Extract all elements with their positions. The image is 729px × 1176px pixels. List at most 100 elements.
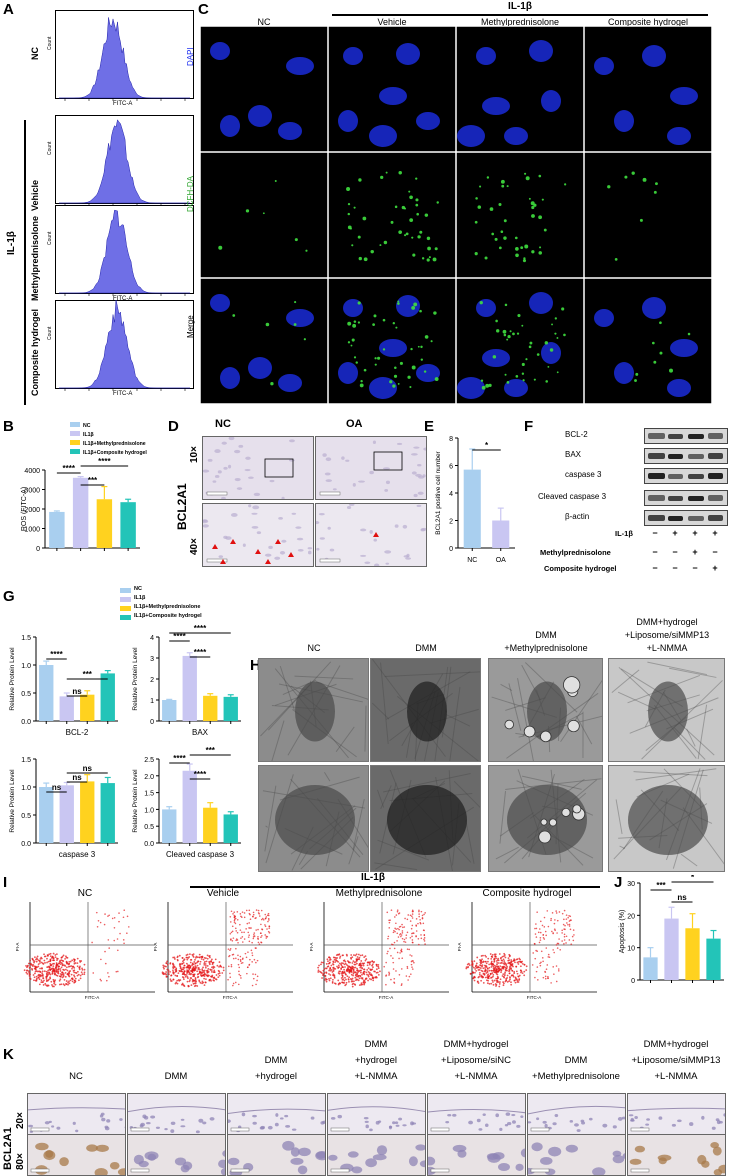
row-label-dcfh-da: DCFH-DA bbox=[186, 176, 195, 212]
event bbox=[240, 959, 242, 961]
event bbox=[515, 979, 517, 981]
chondrocyte bbox=[377, 1145, 387, 1155]
ihc-tile bbox=[427, 1093, 526, 1135]
ros-signal bbox=[352, 324, 356, 328]
event bbox=[81, 968, 83, 970]
event bbox=[56, 959, 58, 961]
event bbox=[410, 920, 412, 922]
event bbox=[100, 922, 102, 924]
event bbox=[525, 969, 527, 971]
ihc-texture bbox=[128, 1135, 226, 1175]
event bbox=[393, 981, 395, 983]
nucleus bbox=[369, 125, 397, 147]
event bbox=[491, 980, 493, 982]
micrograph-tile bbox=[456, 26, 584, 152]
fiber bbox=[687, 729, 696, 747]
event bbox=[487, 961, 489, 963]
y-tick-label: 3 bbox=[150, 656, 154, 663]
event bbox=[542, 925, 544, 927]
event bbox=[66, 957, 68, 959]
event bbox=[509, 977, 511, 979]
ros-signal bbox=[498, 203, 501, 206]
event bbox=[413, 932, 415, 934]
event bbox=[192, 981, 194, 983]
event bbox=[317, 971, 319, 973]
ros-signal bbox=[275, 180, 277, 182]
event bbox=[482, 964, 484, 966]
event bbox=[36, 957, 38, 959]
ros-signal bbox=[556, 337, 558, 339]
event bbox=[559, 911, 561, 913]
event bbox=[361, 968, 363, 970]
chondrocyte bbox=[512, 1120, 516, 1123]
event bbox=[237, 939, 239, 941]
event bbox=[329, 980, 331, 982]
event bbox=[408, 949, 410, 951]
tem-column-label: DMM bbox=[370, 642, 482, 655]
event bbox=[179, 965, 181, 967]
vacuole bbox=[540, 731, 551, 742]
ros-signal bbox=[557, 371, 559, 373]
event bbox=[361, 974, 363, 976]
chondrocyte bbox=[468, 1121, 473, 1125]
ros-signal bbox=[398, 230, 402, 234]
scale-bar bbox=[231, 1169, 249, 1172]
event bbox=[199, 954, 201, 956]
event bbox=[264, 914, 266, 916]
event bbox=[396, 933, 398, 935]
event bbox=[98, 920, 100, 922]
cell bbox=[325, 472, 331, 475]
event bbox=[265, 937, 267, 939]
nucleus bbox=[642, 297, 666, 319]
ros-signal bbox=[564, 183, 566, 185]
event bbox=[483, 982, 485, 984]
event bbox=[322, 970, 324, 972]
event bbox=[492, 981, 494, 983]
chondrocyte bbox=[487, 1153, 500, 1163]
event bbox=[359, 977, 361, 979]
event bbox=[398, 929, 400, 931]
event bbox=[493, 970, 495, 972]
event bbox=[168, 973, 170, 975]
nucleus bbox=[504, 127, 528, 145]
event bbox=[418, 909, 420, 911]
fiber bbox=[620, 846, 625, 848]
nucleus bbox=[286, 309, 314, 327]
ros-signal bbox=[424, 370, 426, 372]
scale-bar bbox=[331, 1128, 349, 1131]
chondrocyte bbox=[415, 1144, 426, 1150]
event bbox=[183, 969, 185, 971]
event bbox=[203, 959, 205, 961]
cell bbox=[322, 453, 326, 457]
event bbox=[216, 965, 218, 967]
event bbox=[489, 983, 491, 985]
event bbox=[249, 941, 251, 943]
event bbox=[552, 932, 554, 934]
chondrocyte bbox=[150, 1116, 155, 1119]
event bbox=[496, 970, 498, 972]
event bbox=[195, 957, 197, 959]
event bbox=[26, 969, 28, 971]
chondrocyte bbox=[365, 1124, 368, 1128]
ros-signal bbox=[539, 246, 541, 248]
micrograph-tile bbox=[200, 152, 328, 278]
event bbox=[80, 975, 82, 977]
event bbox=[84, 969, 86, 971]
event bbox=[188, 970, 190, 972]
chondrocyte bbox=[536, 1117, 539, 1120]
chondrocyte bbox=[516, 1125, 520, 1128]
chondrocyte bbox=[499, 1128, 502, 1131]
event bbox=[219, 965, 221, 967]
ros-signal bbox=[397, 302, 400, 305]
event bbox=[539, 963, 541, 965]
event bbox=[193, 961, 195, 963]
tem-column-label: DMM+hydrogel+Liposome/siMMP13+L-NMMA bbox=[608, 616, 726, 655]
event bbox=[511, 975, 513, 977]
event bbox=[235, 958, 237, 960]
y-tick-label: 0.0 bbox=[144, 841, 154, 848]
chondrocyte bbox=[478, 1128, 482, 1131]
event bbox=[558, 943, 560, 945]
event bbox=[538, 932, 540, 934]
event bbox=[199, 957, 201, 959]
